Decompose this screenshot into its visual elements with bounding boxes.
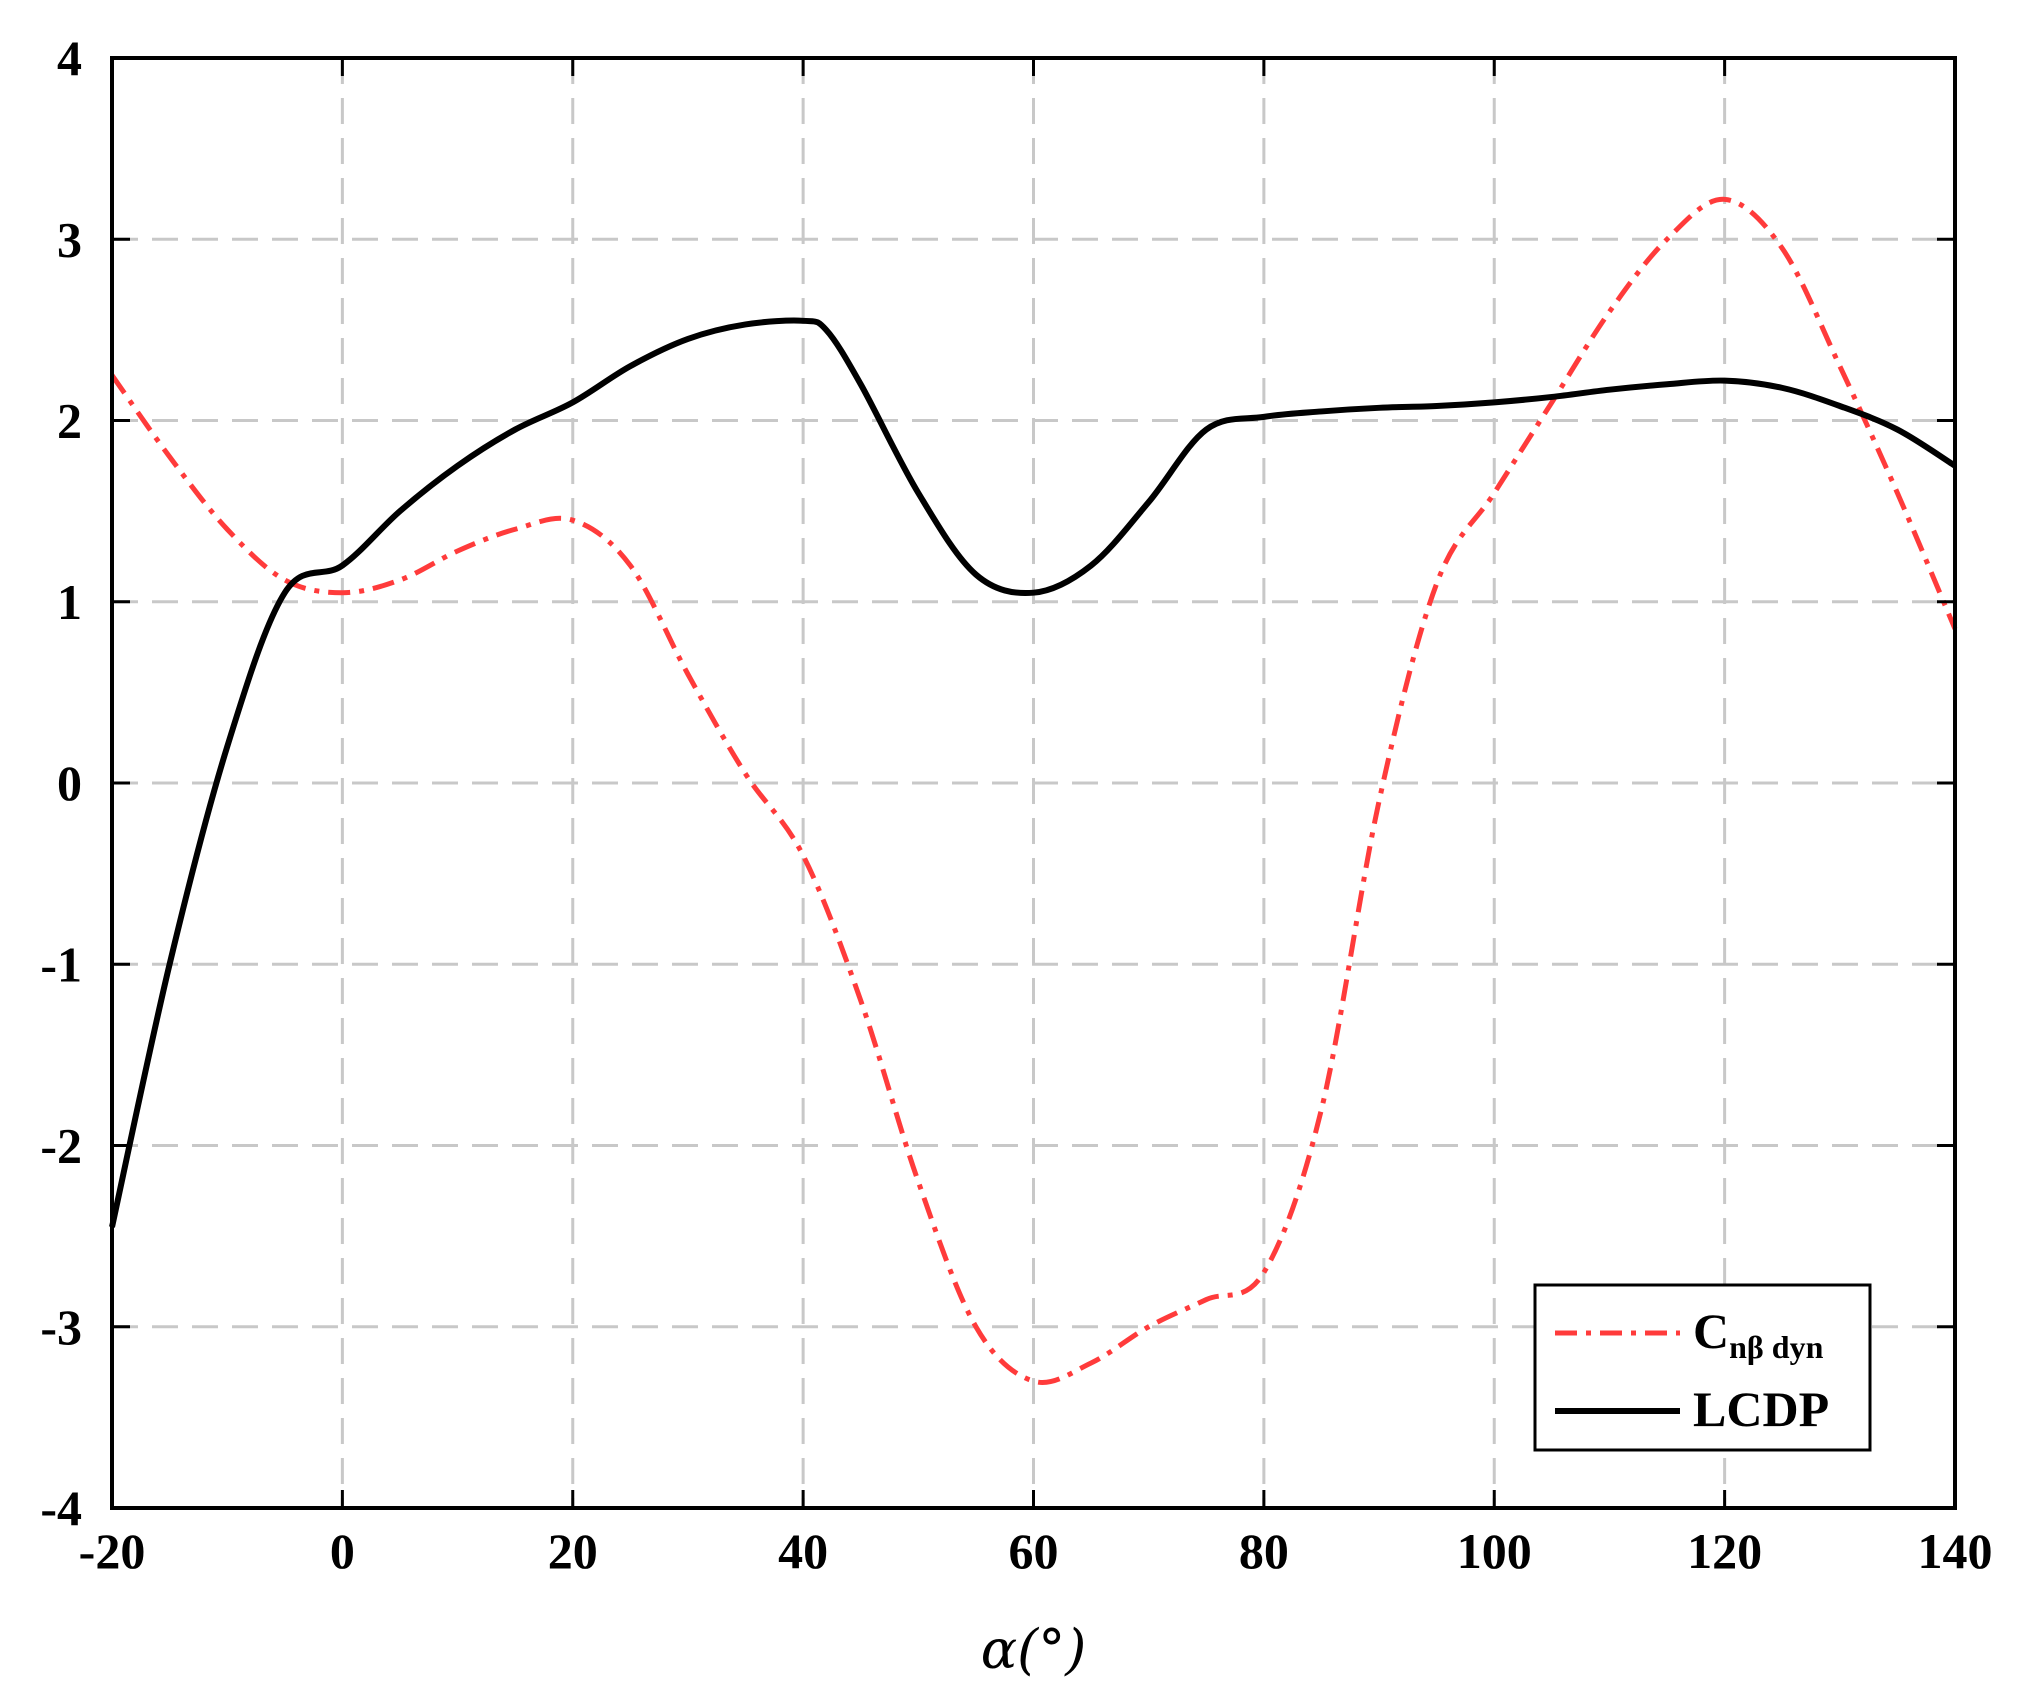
x-tick-label: 60: [1009, 1523, 1059, 1579]
legend-label-cnbeta-dyn: Cnβ dyn: [1693, 1303, 1824, 1365]
x-tick-label: 20: [548, 1523, 598, 1579]
x-tick-label: 80: [1239, 1523, 1289, 1579]
x-tick-label: 120: [1687, 1523, 1762, 1579]
y-tick-label: 0: [57, 755, 82, 811]
y-tick-label: -2: [40, 1118, 82, 1174]
y-tick-label: 2: [57, 393, 82, 449]
x-tick-label: 140: [1918, 1523, 1993, 1579]
legend-box: [1533, 1283, 1872, 1452]
x-tick-label: 0: [330, 1523, 355, 1579]
grid: [112, 58, 1955, 1508]
series-line-lcdp: [109, 317, 1957, 1228]
y-tick-label: 4: [57, 30, 82, 86]
y-tick-label: 3: [57, 211, 82, 267]
legend-label-cnbeta-subscript: nβ dyn: [1729, 1329, 1823, 1365]
ticks: -20 0 20 40 60 80 100 120 140 -4 -3 -2 -1 0 1 2 3 4: [40, 30, 1992, 1579]
x-tick-label: -20: [79, 1523, 146, 1579]
series-line-cnbeta-dyn: [109, 196, 1958, 1385]
y-tick-label: 1: [57, 574, 82, 630]
series-layer: [109, 196, 1958, 1385]
y-tick-label: -3: [40, 1299, 82, 1355]
x-axis-title: α(°): [981, 1618, 1087, 1681]
legend: Cnβ dyn LCDP: [1533, 1283, 1872, 1452]
y-tick-label: -1: [40, 936, 82, 992]
legend-label-lcdp: LCDP: [1693, 1381, 1829, 1437]
y-tick-label: -4: [40, 1480, 82, 1536]
x-tick-label: 40: [778, 1523, 828, 1579]
legend-label-cnbeta-main: C: [1693, 1303, 1729, 1359]
x-tick-label: 100: [1457, 1523, 1532, 1579]
